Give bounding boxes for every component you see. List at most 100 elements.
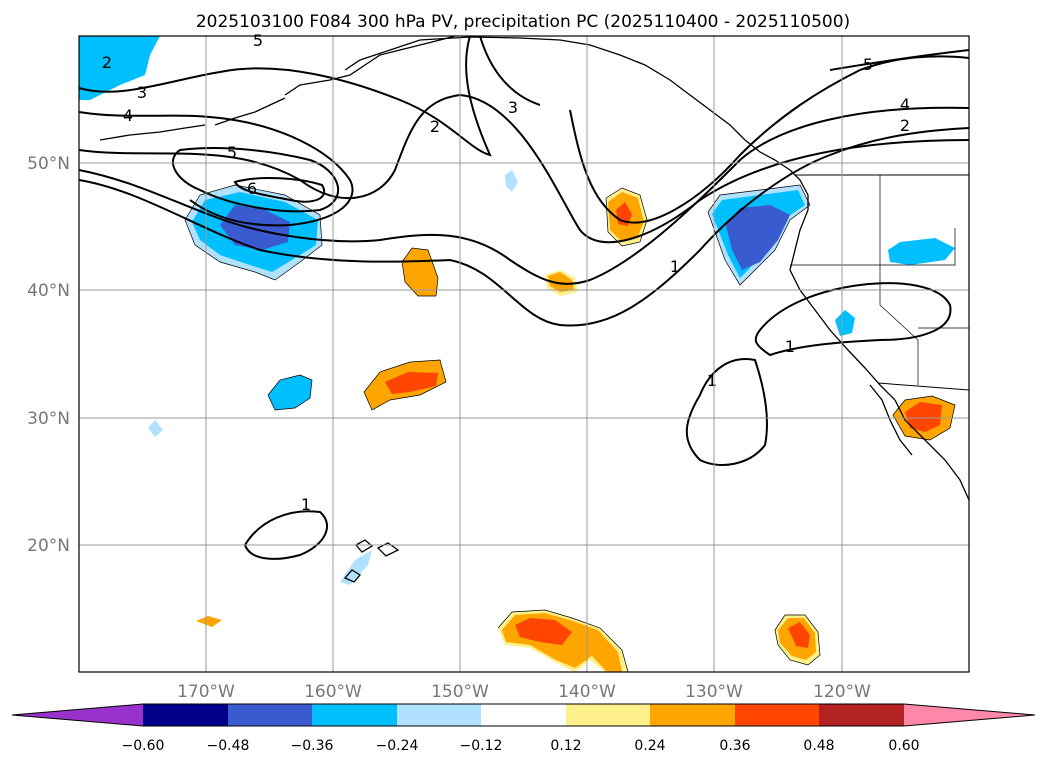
contour-label: 4	[900, 95, 910, 114]
contour-5-east	[829, 49, 970, 71]
contour-label: 4	[123, 106, 133, 125]
border-us-mexico	[877, 382, 970, 391]
chart-title: 2025103100 F084 300 hPa PV, precipitatio…	[196, 12, 850, 32]
pv-contours	[78, 35, 970, 560]
lat-label: 20°N	[27, 536, 70, 556]
contour-label: 3	[508, 98, 518, 117]
lon-label: 120°W	[813, 682, 871, 702]
lat-label: 40°N	[27, 281, 70, 301]
positive-precip-areas	[196, 188, 955, 672]
colorbar-segment	[397, 704, 481, 726]
neg-area-nw-corner	[79, 36, 160, 100]
gridlines	[79, 36, 969, 672]
colorbar-extend-left	[12, 704, 143, 726]
contour-3-east	[569, 55, 970, 224]
coastlines	[99, 35, 970, 583]
contour-label: 5	[227, 143, 237, 162]
border-california-nevada	[879, 265, 919, 385]
lat-label: 50°N	[27, 154, 70, 174]
colorbar-tick-label: 0.12	[550, 738, 581, 754]
neg-area-small-north	[505, 170, 518, 192]
lon-label: 150°W	[431, 682, 489, 702]
contour-1-main	[78, 127, 970, 327]
contour-6-west	[233, 177, 325, 203]
colorbar-tick-label: 0.36	[719, 738, 750, 754]
contour-1-pacific	[685, 358, 768, 466]
contour-label: 6	[247, 179, 257, 198]
negative-precip-areas	[79, 36, 955, 585]
colorbar-segment	[228, 704, 312, 726]
lon-label: 130°W	[685, 682, 743, 702]
neg-area-hawaii	[340, 550, 372, 585]
lat-labels: 50°N 40°N 30°N 20°N	[27, 154, 70, 556]
contour-3-west	[78, 35, 492, 157]
neg-area-coast-core	[726, 205, 790, 270]
contour-labels: 2 3 4 5 6 2 3 5 4 2 1 1 1 1 5	[102, 31, 910, 514]
colorbar-tick-label: 0.48	[803, 738, 834, 754]
neg-area-west-speck	[148, 420, 163, 437]
contour-label: 2	[900, 116, 910, 135]
contour-label: 1	[785, 337, 795, 356]
precip-outlines	[184, 184, 956, 673]
colorbar-tick-label: 0.60	[888, 738, 919, 754]
colorbar-tick-label: −0.12	[460, 738, 503, 754]
colorbar-tick-label: −0.36	[291, 738, 334, 754]
coast-aleutians-west	[284, 35, 456, 96]
pos-area-mid	[548, 272, 574, 292]
colorbar-tick-label: −0.48	[207, 738, 250, 754]
contour-label: 2	[102, 53, 112, 72]
pos-area-se-core	[788, 622, 810, 648]
contour-label: 1	[707, 371, 717, 390]
colorbar-segment	[819, 704, 904, 726]
map-frame	[78, 35, 970, 673]
lon-label: 170°W	[177, 682, 235, 702]
colorbar-tick-label: −0.60	[122, 738, 165, 754]
pos-area-subtrop-core	[385, 372, 438, 394]
border-nevada-utah	[880, 228, 956, 266]
colorbar-segment	[481, 704, 566, 726]
coast-mexico	[894, 399, 970, 501]
contour-label: 1	[301, 495, 311, 514]
neg-area-central	[268, 375, 312, 410]
contour-1-hawaii	[243, 510, 329, 560]
colorbar-tick-label: 0.24	[634, 738, 665, 754]
colorbar-tick-label: −0.24	[376, 738, 419, 754]
lon-label: 140°W	[558, 682, 616, 702]
neg-area-west-core	[220, 205, 290, 250]
colorbar-segment	[566, 704, 650, 726]
map-background	[79, 36, 969, 672]
contour-4-west	[78, 111, 354, 227]
contour-4-long	[78, 106, 970, 285]
contour-label: 5	[253, 31, 263, 50]
contour-label: 2	[430, 117, 440, 136]
colorbar-segment	[650, 704, 735, 726]
contour-label: 1	[670, 257, 680, 276]
pos-area-south-core	[515, 618, 572, 645]
neg-area-socal	[835, 310, 855, 336]
coast-baja	[869, 384, 913, 456]
map-panel: 2 3 4 5 6 2 3 5 4 2 1 1 1 1 5	[78, 31, 970, 673]
coast-west-north-america	[344, 36, 896, 401]
state-borders	[790, 175, 969, 385]
colorbar-segment	[143, 704, 228, 726]
lon-label: 160°W	[304, 682, 362, 702]
colorbar-segment	[312, 704, 397, 726]
colorbar-tick-labels: −0.60 −0.48 −0.36 −0.24 −0.12 0.12 0.24 …	[122, 738, 920, 754]
contour-5-west	[171, 147, 340, 213]
colorbar-outline	[11, 703, 1036, 727]
colorbar	[11, 703, 1036, 727]
contour-label: 5	[863, 55, 873, 74]
pos-area-speck	[196, 616, 222, 627]
coast-aleutians-far-west	[99, 124, 206, 141]
coast-aleutians-chain	[214, 97, 286, 126]
colorbar-segment	[735, 704, 819, 726]
neg-area-nevada	[888, 238, 955, 265]
contour-3-inner	[479, 35, 541, 106]
colorbar-extend-right	[904, 704, 1035, 726]
contour-label: 3	[137, 83, 147, 102]
lon-labels: 170°W 160°W 150°W 140°W 130°W 120°W	[177, 682, 871, 702]
lat-label: 30°N	[27, 409, 70, 429]
contour-2-main	[78, 93, 970, 244]
pos-area-baja-core	[905, 402, 942, 432]
